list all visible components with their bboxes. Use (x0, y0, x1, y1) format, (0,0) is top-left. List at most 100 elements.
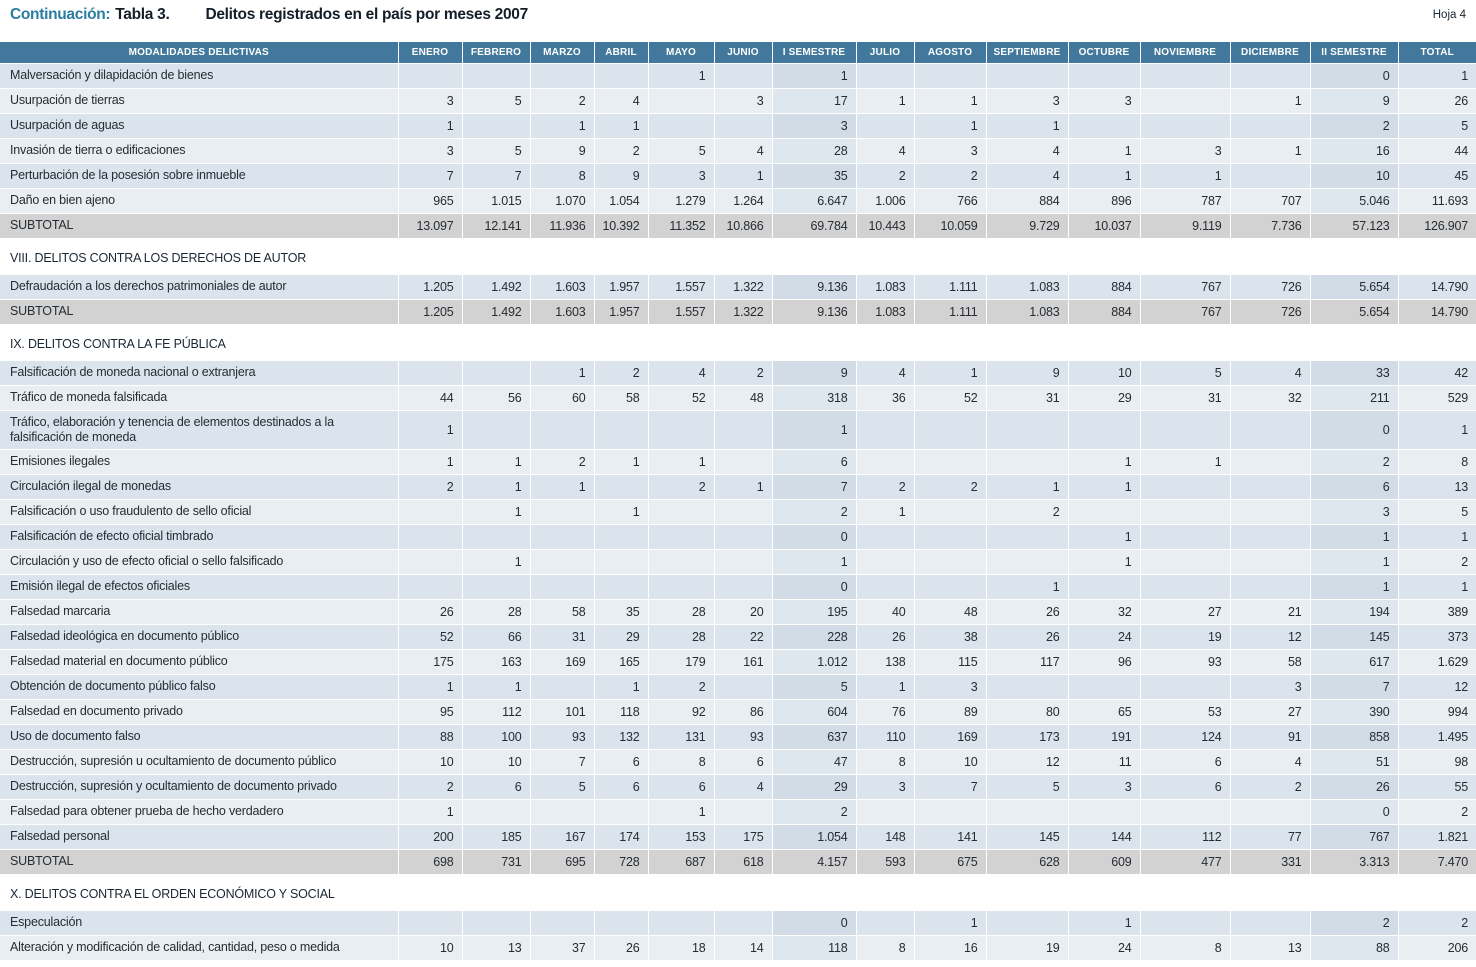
value-cell: 1 (397, 449, 463, 476)
value-cell (913, 409, 987, 451)
value-cell: 477 (1139, 849, 1231, 876)
value-cell: 10 (461, 749, 531, 776)
value-cell: 1 (771, 549, 857, 576)
value-cell: 1.557 (647, 299, 715, 325)
value-cell: 55 (1397, 774, 1476, 801)
value-cell: 1 (461, 549, 531, 576)
value-cell: 675 (913, 849, 987, 876)
value-cell: 3 (855, 774, 915, 801)
table-row: Falsedad material en documento público 17… (0, 649, 1476, 676)
value-cell: 6 (593, 749, 649, 776)
value-cell: 115 (913, 649, 987, 676)
value-cell: 1.006 (855, 188, 915, 214)
value-cell (529, 799, 595, 826)
value-cell: 884 (1067, 274, 1141, 300)
value-cell: 124 (1139, 724, 1231, 751)
value-cell: 373 (1397, 624, 1476, 651)
row-label: Falsedad material en documento público (0, 649, 399, 676)
value-cell: 69.784 (771, 213, 857, 239)
value-cell (985, 910, 1069, 937)
value-cell: 5 (1139, 360, 1231, 386)
value-cell: 1.557 (647, 274, 715, 300)
value-cell (1139, 674, 1231, 701)
row-label: Usurpación de aguas (0, 113, 399, 139)
value-cell: 8 (855, 935, 915, 962)
column-header: MARZO (529, 41, 595, 64)
value-cell: 698 (397, 849, 463, 876)
value-cell (1067, 113, 1141, 139)
value-cell (461, 910, 531, 937)
value-cell: 11.936 (529, 213, 595, 239)
column-header: SEPTIEMBRE (985, 41, 1069, 64)
value-cell: 60 (529, 385, 595, 411)
value-cell: 994 (1397, 699, 1476, 726)
value-cell: 148 (855, 824, 915, 851)
value-cell: 42 (1397, 360, 1476, 386)
value-cell: 96 (1067, 649, 1141, 676)
value-cell (1067, 799, 1141, 826)
value-cell: 175 (713, 824, 773, 851)
value-cell: 2 (1309, 113, 1399, 139)
value-cell: 1 (461, 674, 531, 701)
value-cell (593, 574, 649, 601)
value-cell: 44 (397, 385, 463, 411)
value-cell: 2 (1309, 449, 1399, 476)
value-cell: 19 (985, 935, 1069, 962)
value-cell: 14.790 (1397, 274, 1476, 300)
value-cell: 10.866 (713, 213, 773, 239)
value-cell: 0 (1309, 63, 1399, 89)
value-cell: 6 (771, 449, 857, 476)
value-cell: 7 (913, 774, 987, 801)
value-cell (985, 799, 1069, 826)
value-cell: 3 (1309, 499, 1399, 526)
value-cell: 728 (593, 849, 649, 876)
value-cell: 1.279 (647, 188, 715, 214)
table-row: Alteración y modificación de calidad, ca… (0, 935, 1476, 962)
table-row: Emisión ilegal de efectos oficiales 0 1 1 1 (0, 574, 1476, 601)
value-cell: 1.603 (529, 274, 595, 300)
row-label: Falsificación o uso fraudulento de sello… (0, 499, 399, 526)
value-cell: 1 (913, 910, 987, 937)
value-cell (1229, 549, 1311, 576)
value-cell (1139, 549, 1231, 576)
value-cell: 2 (855, 163, 915, 189)
value-cell: 1 (1309, 549, 1399, 576)
value-cell: 7.470 (1397, 849, 1476, 876)
value-cell: 1 (1397, 409, 1476, 451)
value-cell (593, 549, 649, 576)
value-cell: 1.322 (713, 299, 773, 325)
value-cell: 9.729 (985, 213, 1069, 239)
value-cell (1139, 524, 1231, 551)
value-cell: 0 (771, 574, 857, 601)
value-cell: 37 (529, 935, 595, 962)
value-cell: 1 (397, 113, 463, 139)
value-cell (1139, 474, 1231, 501)
value-cell (913, 549, 987, 576)
value-cell: 16 (913, 935, 987, 962)
value-cell: 1 (461, 499, 531, 526)
column-header: ENERO (397, 41, 463, 64)
value-cell: 4 (985, 163, 1069, 189)
value-cell: 5 (461, 88, 531, 114)
value-cell (397, 63, 463, 89)
value-cell: 10 (1067, 360, 1141, 386)
value-cell: 1.083 (985, 299, 1069, 325)
value-cell: 98 (1397, 749, 1476, 776)
value-cell: 5.654 (1309, 299, 1399, 325)
value-cell: 7 (1309, 674, 1399, 701)
value-cell (1229, 574, 1311, 601)
value-cell: 3 (1067, 88, 1141, 114)
table-row: Falsedad personal 200 185 167 174 153 175 1.054… (0, 824, 1476, 851)
value-cell: 8 (1139, 935, 1231, 962)
value-cell: 1.957 (593, 274, 649, 300)
value-cell: 1 (461, 474, 531, 501)
section-title: VIII. DELITOS CONTRA LOS DERECHOS DE AUT… (0, 238, 1476, 275)
value-cell: 118 (771, 935, 857, 962)
value-cell: 1.054 (593, 188, 649, 214)
value-cell (713, 113, 773, 139)
value-cell: 47 (771, 749, 857, 776)
section-title: IX. DELITOS CONTRA LA FE PÚBLICA (0, 324, 1476, 361)
row-label: Malversación y dilapidación de bienes (0, 63, 399, 89)
value-cell: 707 (1229, 188, 1311, 214)
value-cell: 1.111 (913, 299, 987, 325)
